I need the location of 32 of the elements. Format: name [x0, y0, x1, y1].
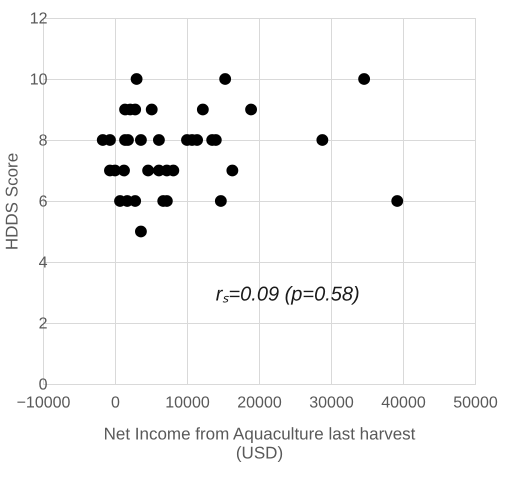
- x-axis-title: Net Income from Aquaculture last harvest (USD): [104, 424, 416, 462]
- point: [130, 73, 143, 85]
- x-tick-label: 40000: [381, 394, 426, 412]
- point: [214, 195, 227, 207]
- x-tick-label: 10000: [165, 394, 210, 412]
- point: [196, 104, 209, 116]
- y-tick-label: 2: [38, 316, 48, 332]
- point: [358, 73, 370, 85]
- point: [245, 104, 257, 116]
- point: [146, 104, 158, 116]
- point: [135, 134, 147, 146]
- point: [118, 164, 130, 176]
- point: [226, 164, 238, 176]
- x-tick-label: 20000: [237, 394, 282, 412]
- point: [142, 164, 154, 176]
- y-axis-title: HDDS Score: [2, 152, 22, 250]
- x-tick-label: 0: [111, 394, 120, 412]
- y-tick-label: 4: [38, 254, 48, 272]
- y-tick-label: 10: [30, 72, 48, 88]
- point: [219, 73, 232, 85]
- point: [135, 226, 147, 238]
- annotation: rₛ=0.09 (p=0.58): [216, 283, 360, 306]
- x-tick-label: −10000: [16, 394, 71, 412]
- y-tick-label: 6: [38, 194, 48, 210]
- point: [391, 195, 404, 207]
- x-tick-label: 50000: [453, 394, 498, 412]
- point: [316, 134, 328, 146]
- y-tick-label: 8: [38, 132, 48, 150]
- y-tick-label: 12: [30, 10, 48, 28]
- x-tick-label: 30000: [309, 394, 354, 412]
- point: [153, 134, 165, 146]
- y-tick-label: 0: [38, 376, 48, 394]
